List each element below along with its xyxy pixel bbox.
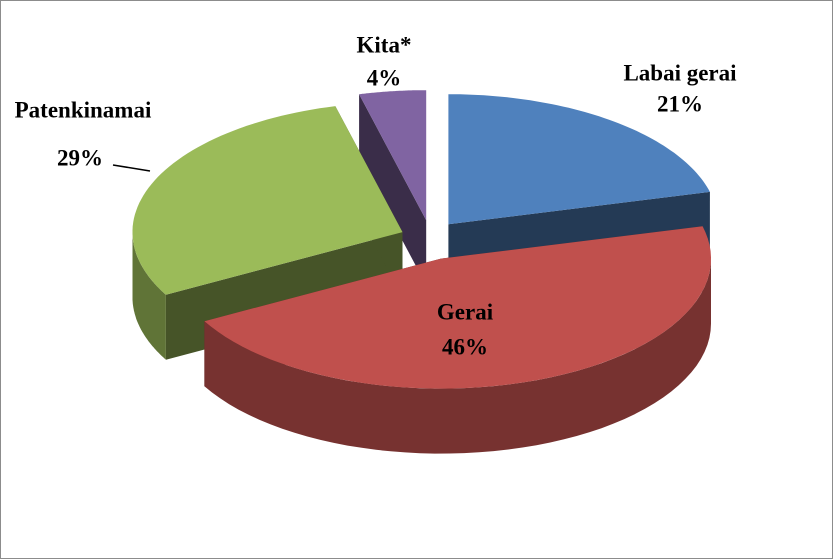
slice-label: Labai gerai [623, 60, 737, 85]
value-label: 4% [367, 65, 402, 90]
slice-label: Kita* [357, 32, 412, 57]
slice [204, 226, 711, 389]
slice-label: Patenkinamai [15, 97, 152, 122]
slice-side [132, 232, 166, 360]
value-label: 29% [57, 145, 103, 170]
slice [448, 94, 710, 225]
slice-label: Gerai [437, 299, 494, 324]
pie [132, 90, 711, 454]
labels: Labai gerai 21% Gerai 46% Patenkinamai 29% Kit… [15, 32, 738, 359]
leader-line [112, 164, 151, 172]
slice [359, 90, 427, 221]
value-label: 21% [657, 91, 703, 116]
slice-side [204, 258, 711, 454]
slice-wall [359, 94, 427, 286]
value-label: 46% [442, 334, 488, 359]
slice [132, 106, 403, 295]
